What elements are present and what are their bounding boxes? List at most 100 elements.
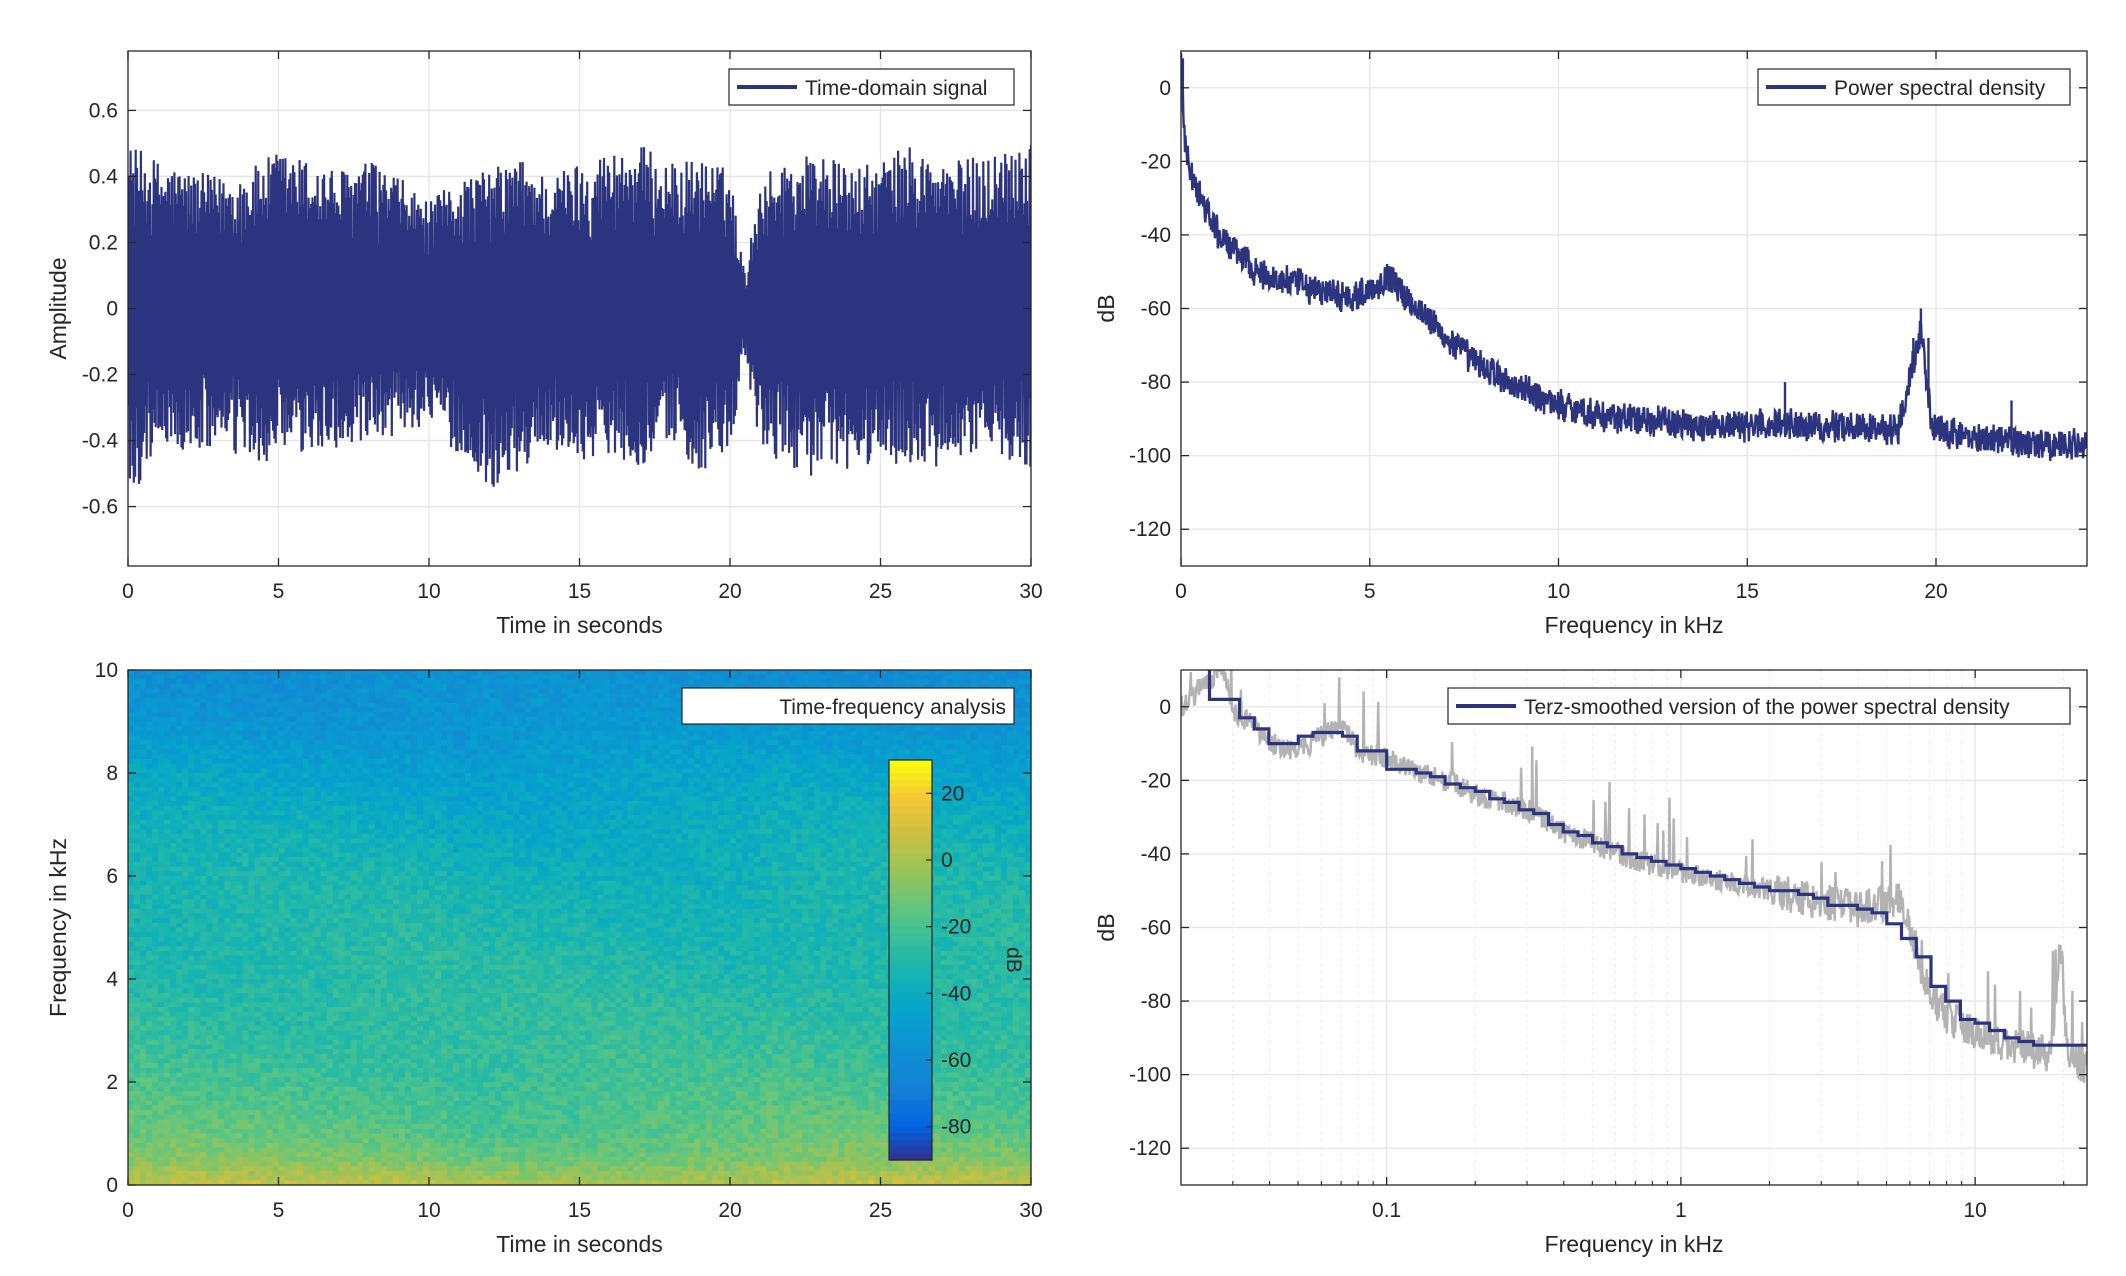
spectrogram-cell (657, 815, 665, 821)
spectrogram-cell (579, 749, 587, 755)
spectrogram-cell (182, 782, 189, 788)
spectrogram-cell (374, 712, 382, 718)
spectrogram-cell (429, 721, 436, 727)
spectrogram-cell (362, 679, 370, 685)
spectrogram-cell (802, 796, 809, 802)
spectrogram-cell (314, 782, 322, 788)
spectrogram-cell (964, 773, 972, 779)
spectrogram-cell (687, 670, 695, 676)
spectrogram-cell (760, 801, 767, 807)
spectrogram-cell (176, 679, 183, 685)
spectrogram-cell (296, 740, 304, 746)
spectrogram-cell (200, 726, 207, 732)
spectrogram-cell (760, 749, 767, 755)
spectrogram-cell (272, 763, 280, 769)
spectrogram-cell (994, 791, 1002, 798)
spectrogram-cell (748, 754, 755, 760)
spectrogram-cell (603, 721, 611, 727)
spectrogram-cell (766, 810, 773, 816)
spectrogram-cell (537, 716, 544, 723)
spectrogram-cell (350, 688, 358, 695)
spectrogram-cell (723, 730, 731, 737)
spectrogram-cell (994, 744, 1002, 751)
spectrogram-cell (808, 758, 815, 765)
spectrogram-cell (483, 688, 490, 695)
spectrogram-cell (392, 801, 400, 807)
spectrogram-cell (579, 730, 587, 737)
spectrogram-cell (218, 815, 225, 821)
spectrogram-cell (404, 679, 412, 685)
spectrogram-cell (591, 810, 599, 816)
spectrogram-cell (344, 670, 352, 676)
spectrogram-cell (970, 735, 978, 741)
spectrogram-cell (188, 768, 195, 774)
spectrogram-cell (784, 684, 791, 690)
spectrogram-cell (350, 782, 358, 788)
spectrogram-cell (332, 749, 340, 755)
spectrogram-cell (645, 782, 653, 788)
spectrogram-cell (338, 773, 346, 779)
spectrogram-cell (188, 805, 195, 812)
spectrogram-cell (158, 670, 165, 676)
spectrogram-cell (320, 698, 328, 704)
spectrogram-cell (802, 735, 809, 741)
spectrogram-cell (940, 730, 948, 737)
spectrogram-cell (603, 749, 611, 755)
spectrogram-cell (152, 819, 159, 826)
spectrogram-cell (519, 674, 526, 680)
spectrogram-cell (603, 801, 611, 807)
spectrogram-cell (754, 730, 761, 737)
spectrogram-cell (362, 749, 370, 755)
spectrogram-cell (537, 758, 544, 765)
spectrogram-cell (164, 707, 171, 713)
spectrogram-cell (465, 740, 472, 746)
spectrogram-cell (266, 688, 274, 695)
spectrogram-cell (567, 805, 575, 812)
spectrogram-cell (555, 810, 563, 816)
spectrogram-cell (748, 773, 755, 779)
spectrogram-cell (176, 773, 183, 779)
spectrogram-cell (380, 726, 388, 732)
spectrogram-cell (410, 684, 418, 690)
spectrogram-cell (416, 796, 424, 802)
spectrogram-cell (970, 754, 978, 760)
spectrogram-cell (218, 773, 225, 779)
spectrogram-cell (778, 749, 785, 755)
spectrogram-cell (302, 815, 310, 821)
spectrogram-cell (754, 768, 761, 774)
spectrogram-cell (483, 679, 490, 685)
spectrogram-cell (525, 684, 532, 690)
spectrogram-cell (802, 773, 809, 779)
spectrogram-cell (970, 791, 978, 798)
spectrogram-cell (1018, 712, 1026, 718)
spectrogram-cell (194, 688, 201, 695)
spectrogram-cell (230, 712, 237, 718)
spectrogram-cell (152, 768, 159, 774)
spectrogram-cell (332, 805, 340, 812)
spectrogram-cell (826, 801, 833, 807)
spectrogram-cell (585, 758, 593, 765)
spectrogram-cell (627, 726, 635, 732)
spectrogram-cell (501, 679, 508, 685)
spectrogram-cell (164, 801, 171, 807)
spectrogram-cell (188, 763, 195, 769)
spectrogram-cell (459, 693, 466, 699)
spectrogram-cell (429, 787, 436, 793)
spectrogram-cell (1018, 726, 1026, 732)
spectrogram-cell (766, 768, 773, 774)
spectrogram-cell (970, 749, 978, 755)
spectrogram-cell (874, 730, 882, 737)
spectrogram-cell (416, 801, 424, 807)
spectrogram-cell (621, 801, 629, 807)
spectrogram-cell (621, 744, 629, 751)
spectrogram-cell (844, 787, 851, 793)
spectrogram-cell (886, 670, 894, 676)
spectrogram-cell (748, 768, 755, 774)
spectrogram-cell (549, 693, 557, 699)
spectrogram-cell (519, 763, 526, 769)
spectrogram-cell (820, 674, 827, 680)
spectrogram-cell (1018, 758, 1026, 765)
spectrogram-cell (212, 707, 219, 713)
spectrogram-cell (868, 726, 876, 732)
spectrogram-cell (314, 693, 322, 699)
